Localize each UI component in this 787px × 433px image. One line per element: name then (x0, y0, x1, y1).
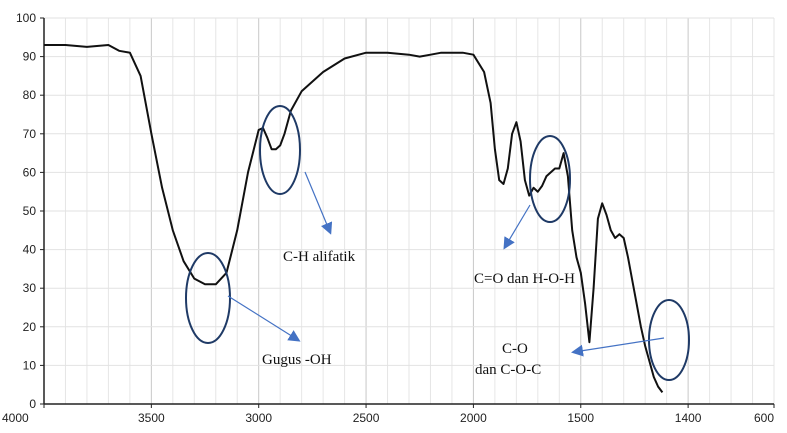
label-ch-alifatik: C-H alifatik (283, 249, 356, 265)
y-tick-label: 70 (23, 127, 37, 141)
x-tick-label: 3500 (138, 411, 165, 425)
arrow-ch (304, 171, 333, 235)
x-tick-label: 1500 (567, 411, 594, 425)
y-tick-label: 40 (23, 243, 37, 257)
y-tick-label: 90 (23, 50, 37, 64)
y-tick-label: 10 (23, 358, 37, 372)
x-tick-label: 2500 (353, 411, 380, 425)
series-line (44, 44, 664, 393)
y-tick-label: 20 (23, 320, 37, 334)
x-tick-label: 600 (754, 411, 774, 425)
y-tick-label: 80 (23, 88, 37, 102)
label-co-c: dan C-O-C (475, 362, 541, 378)
arrow-co (571, 337, 665, 357)
y-tick-label: 30 (23, 281, 37, 295)
y-tick-label: 60 (23, 165, 37, 179)
x-tick-label: 4000 (2, 411, 29, 425)
label-co: C-O (502, 341, 528, 357)
x-tick-label: 1400 (675, 411, 702, 425)
y-tick-label: 0 (29, 397, 36, 411)
ellipse-ch (259, 105, 301, 195)
arrow-oh (227, 295, 301, 342)
y-tick-label: 50 (23, 204, 37, 218)
x-tick-label: 2000 (460, 411, 487, 425)
ticks: 0 10 20 30 40 50 60 70 80 90 100 4000 3500 3000 2500 20… (2, 11, 775, 425)
annotation-marks (185, 105, 690, 381)
arrow-co-hoh (503, 204, 531, 250)
ellipse-oh (185, 252, 231, 344)
annotation-arrows (227, 171, 665, 357)
ellipse-co-hoh (529, 135, 571, 223)
label-gugus-oh: Gugus -OH (262, 352, 332, 368)
x-tick-label: 3000 (245, 411, 272, 425)
y-tick-label: 100 (16, 11, 36, 25)
label-co-hoh: C=O dan H-O-H (474, 271, 575, 287)
